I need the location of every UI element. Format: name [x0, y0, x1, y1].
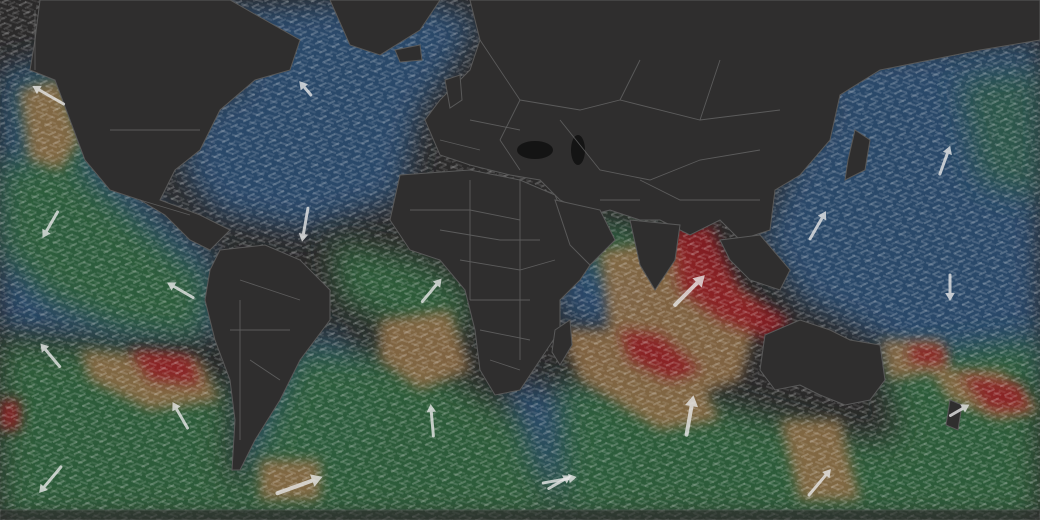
arrow-bay-bengal-icon: [673, 275, 705, 307]
land-arabia: [554, 199, 616, 266]
land-australia: [759, 319, 886, 406]
arrow-n-pacific-w-icon: [938, 145, 952, 176]
arrow-alaska-icon: [32, 85, 66, 106]
black-sea: [517, 141, 553, 159]
arrow-s-pacific-1-icon: [172, 402, 189, 430]
country-borders: [34, 10, 781, 440]
land-india: [629, 219, 681, 291]
arrow-japan-icon: [808, 211, 827, 241]
land-southeast-asia: [719, 234, 791, 291]
arrow-chile-icon: [420, 278, 442, 303]
inland-seas: [517, 135, 585, 165]
arrow-s-indian-icon: [684, 395, 699, 437]
arrow-s-atlantic-2-icon: [948, 404, 970, 417]
arrow-n-pacific-east-icon: [42, 210, 59, 238]
land-iceland: [394, 44, 423, 63]
arrow-s-pacific-3-icon: [299, 81, 313, 97]
arrow-n-atlantic-west-icon: [298, 206, 310, 242]
land-japan: [844, 129, 871, 181]
land-madagascar: [551, 319, 573, 366]
arrow-e-pacific-icon: [167, 282, 195, 299]
land-africa: [389, 169, 601, 396]
arrow-s-indian-2-icon: [547, 475, 572, 490]
land-antarctica-edge: [0, 509, 1040, 520]
arrow-s-pacific-4-icon: [39, 465, 63, 494]
arrow-australia-s-icon: [807, 468, 831, 497]
arrow-s-pacific-2-icon: [275, 474, 323, 496]
arrow-pacific-ne-icon: [945, 273, 955, 301]
land-greenland: [329, 0, 441, 56]
arrow-c-pacific-icon: [40, 343, 62, 368]
arrow-s-indian-3-icon: [426, 404, 437, 438]
land-south-america: [204, 244, 331, 471]
land-uk: [444, 74, 463, 109]
caspian-sea: [571, 135, 585, 165]
land-north-america: [29, 0, 301, 251]
current-arrows: [32, 81, 970, 497]
